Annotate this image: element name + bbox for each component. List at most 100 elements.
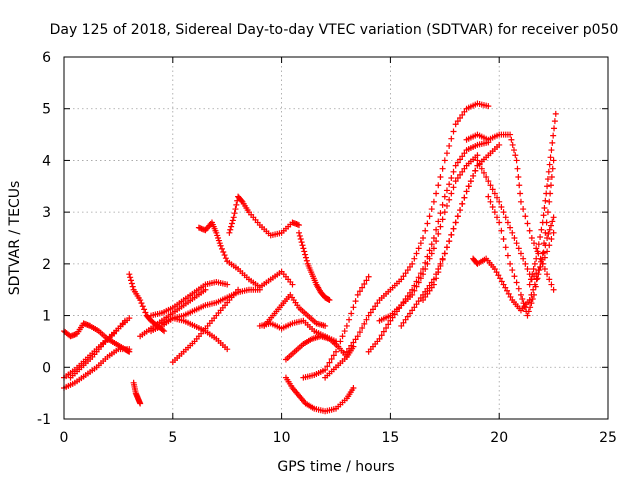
data-point-track-22	[435, 218, 442, 225]
data-point-track-29	[521, 304, 528, 311]
data-point-track-13	[296, 222, 303, 229]
data-point-track-21	[417, 240, 424, 247]
data-point-track-21	[402, 270, 409, 277]
data-point-track-14	[298, 239, 305, 246]
data-point-track-27	[495, 272, 502, 279]
data-point-track-19	[324, 363, 331, 370]
data-point-track-23	[424, 260, 431, 267]
data-point-track-19	[352, 298, 359, 305]
data-point-track-29	[549, 165, 556, 172]
data-point-track-26	[520, 206, 527, 213]
data-point-track-30	[551, 118, 558, 125]
data-point-track-13	[227, 226, 234, 233]
data-point-track-23	[433, 238, 440, 245]
data-point-track-22	[437, 210, 444, 217]
data-point-track-22	[448, 175, 455, 182]
data-point-track-22	[452, 162, 459, 169]
data-point-track-28	[483, 173, 490, 180]
data-point-track-29	[539, 250, 546, 257]
data-point-track-19	[346, 316, 353, 323]
data-point-track-28	[487, 182, 494, 189]
data-point-track-23	[441, 209, 448, 216]
data-point-track-21	[354, 333, 361, 340]
data-point-track-24	[415, 298, 422, 305]
data-point-track-5	[137, 400, 144, 407]
data-point-track-27	[497, 275, 504, 282]
data-point-track-25	[437, 262, 444, 269]
data-point-track-28	[504, 219, 511, 226]
data-point-track-25	[448, 231, 455, 238]
data-point-track-29	[509, 267, 516, 274]
data-point-track-23	[426, 255, 433, 262]
data-point-track-23	[411, 287, 418, 294]
data-point-track-25	[496, 141, 503, 148]
data-point-track-19	[356, 288, 363, 295]
data-point-track-29	[502, 244, 509, 251]
data-point-track-25	[452, 219, 459, 226]
data-point-track-25	[467, 178, 474, 185]
data-point-track-23	[452, 178, 459, 185]
data-point-track-26	[526, 227, 533, 234]
data-point-track-6	[128, 280, 135, 287]
data-point-track-14	[302, 254, 309, 261]
data-point-track-25	[430, 281, 437, 288]
data-point-track-30	[542, 197, 549, 204]
data-point-track-13	[229, 217, 236, 224]
data-point-track-24	[413, 301, 420, 308]
data-point-track-14	[326, 297, 333, 304]
data-point-track-30	[530, 266, 537, 273]
data-point-track-22	[457, 156, 464, 163]
data-point-track-19	[339, 333, 346, 340]
data-point-track-21	[352, 336, 359, 343]
data-point-track-27	[545, 230, 552, 237]
data-point-track-30	[547, 154, 554, 161]
data-point-track-22	[433, 226, 440, 233]
data-point-track-21	[461, 108, 468, 115]
data-point-track-3	[126, 346, 133, 353]
data-point-track-6	[126, 271, 133, 278]
data-point-track-21	[348, 342, 355, 349]
data-point-track-29	[532, 283, 539, 290]
data-point-track-23	[459, 168, 466, 175]
data-point-track-30	[544, 176, 551, 183]
data-point-track-19	[365, 273, 372, 280]
data-point-track-18	[350, 384, 357, 391]
data-point-track-27	[550, 214, 557, 221]
data-point-track-30	[529, 271, 536, 278]
data-point-track-29	[504, 252, 511, 259]
data-point-track-21	[441, 157, 448, 164]
data-point-track-28	[511, 235, 518, 241]
data-point-track-19	[359, 284, 366, 291]
y-tick-label: 5	[42, 102, 51, 118]
data-point-track-28	[480, 169, 487, 176]
data-point-track-25	[424, 290, 431, 297]
data-point-track-21	[439, 165, 446, 172]
data-point-track-27	[544, 235, 551, 241]
data-point-track-6	[161, 328, 168, 335]
data-point-track-6	[141, 306, 148, 313]
data-point-track-28	[491, 190, 498, 197]
data-point-track-22	[446, 181, 453, 188]
data-point-track-21	[356, 329, 363, 336]
data-point-track-27	[502, 284, 509, 291]
data-point-track-14	[296, 229, 303, 236]
data-point-track-30	[531, 260, 538, 267]
data-point-track-28	[533, 270, 540, 277]
data-point-track-29	[527, 304, 534, 311]
y-tick-label: -1	[37, 412, 51, 428]
data-point-track-29	[485, 193, 492, 200]
data-point-track-25	[439, 256, 446, 263]
data-point-track-21	[448, 135, 455, 142]
data-point-track-26	[546, 276, 553, 283]
data-point-track-23	[417, 275, 424, 282]
data-point-track-21	[424, 220, 431, 227]
data-point-track-10	[235, 286, 242, 293]
data-point-track-26	[517, 198, 524, 205]
data-point-track-19	[350, 304, 357, 311]
data-point-track-21	[361, 320, 368, 327]
data-point-track-28	[548, 236, 555, 243]
data-point-track-26	[514, 165, 521, 172]
data-point-track-29	[500, 236, 507, 243]
data-point-track-22	[428, 241, 435, 248]
data-point-track-27	[505, 290, 512, 297]
